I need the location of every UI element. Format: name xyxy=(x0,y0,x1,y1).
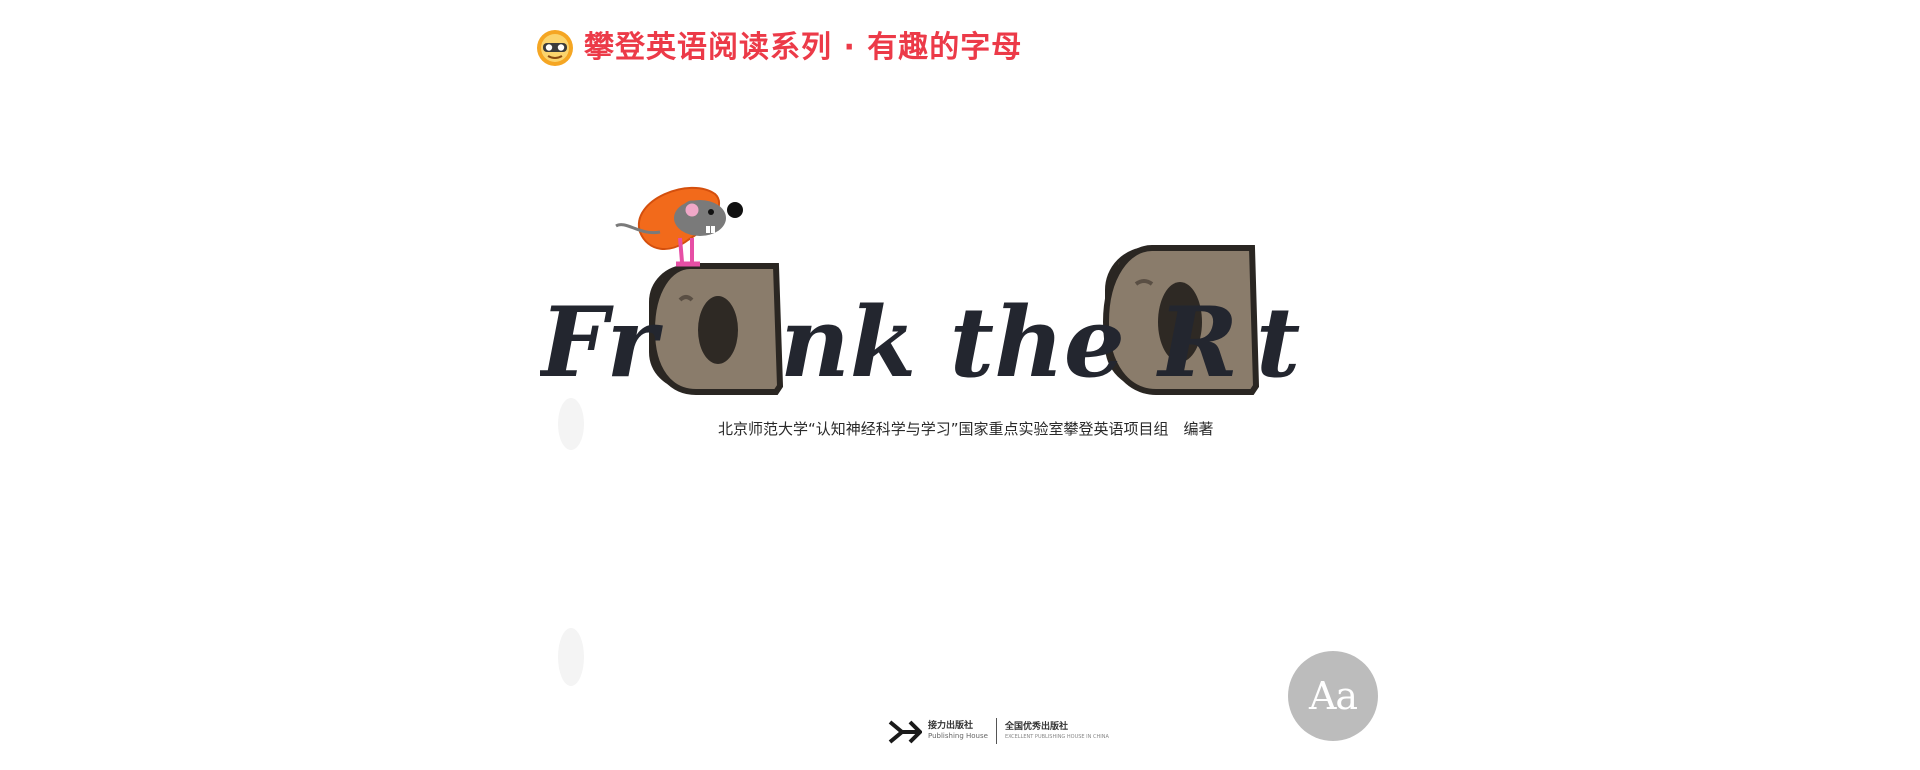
publisher-logo-icon xyxy=(888,720,922,744)
title-part-1: Fr xyxy=(540,286,663,399)
goggles-mascot-icon xyxy=(537,30,573,66)
publisher-divider xyxy=(995,718,997,744)
badge-letter-text: Aa xyxy=(1308,674,1358,718)
title-part-2: nk the R xyxy=(780,286,1238,399)
book-title-artwork: Fr nk the R t xyxy=(540,186,1300,399)
publishers-bar: 接力出版社 Publishing House 全国优秀出版社 EXCELLENT… xyxy=(888,714,1109,748)
paper-smudge xyxy=(558,398,584,450)
publisher-award: 全国优秀出版社 xyxy=(1004,721,1068,732)
editors-credit: 北京师范大学“认知神经科学与学习”国家重点实验室攀登英语项目组 编著 xyxy=(718,420,1214,438)
wooden-letter-a-left-icon xyxy=(648,263,784,395)
publisher-secondary: 全国优秀出版社 EXCELLENT PUBLISHING HOUSE IN CH… xyxy=(1005,722,1109,741)
rat-mascot-icon xyxy=(615,186,743,267)
publisher-name-en: Publishing House xyxy=(928,732,988,740)
publisher-name: 接力出版社 xyxy=(928,721,974,731)
letter-badge: Aa xyxy=(1288,651,1378,741)
series-header: 攀登英语阅读系列 · 有趣的字母 xyxy=(536,26,1022,70)
paper-smudge xyxy=(558,628,584,686)
wooden-letter-a-right-icon xyxy=(1102,245,1260,395)
series-title: 攀登英语阅读系列 · 有趣的字母 xyxy=(584,30,1023,65)
publisher-primary: 接力出版社 Publishing House xyxy=(928,721,988,741)
title-part-3: t xyxy=(1256,286,1300,399)
publisher-award-en: EXCELLENT PUBLISHING HOUSE IN CHINA xyxy=(1004,733,1109,740)
